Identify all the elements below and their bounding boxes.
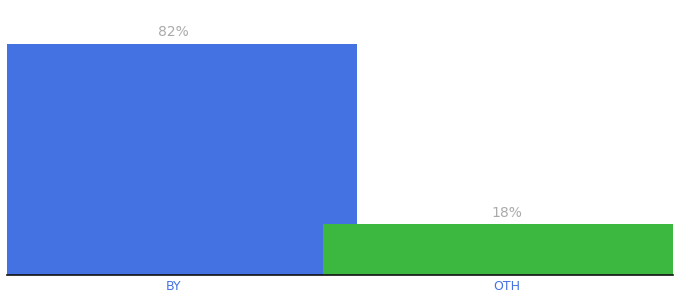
Bar bbox=[324, 224, 680, 274]
Text: 82%: 82% bbox=[158, 25, 189, 39]
Bar bbox=[0, 44, 356, 274]
Text: 18%: 18% bbox=[491, 206, 522, 220]
